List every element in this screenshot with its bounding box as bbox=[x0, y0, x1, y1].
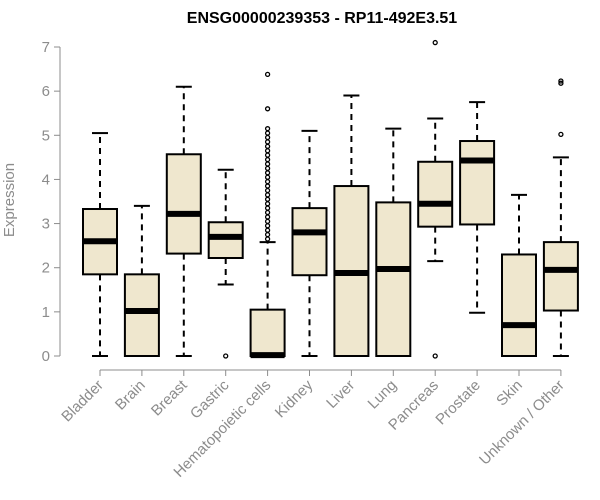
box-gastric bbox=[207, 168, 244, 359]
outlier-point bbox=[264, 201, 271, 207]
outlier-point bbox=[264, 134, 271, 141]
box-hematopoietic-cells bbox=[249, 71, 286, 359]
outlier-point bbox=[264, 161, 271, 167]
outlier-point bbox=[264, 139, 271, 145]
box-prostate bbox=[459, 101, 496, 314]
outlier-point bbox=[264, 187, 271, 194]
chart-title: ENSG00000239353 - RP11-492E3.51 bbox=[187, 10, 458, 27]
x-tick-label: Prostate bbox=[432, 377, 484, 429]
outlier-point bbox=[558, 131, 564, 138]
box-pancreas bbox=[417, 39, 454, 359]
outlier-point bbox=[264, 209, 271, 216]
y-tick-label: 7 bbox=[42, 39, 50, 56]
box-iqr bbox=[249, 308, 286, 357]
outlier-point bbox=[264, 223, 271, 229]
box-iqr bbox=[417, 160, 454, 228]
boxes bbox=[82, 39, 579, 359]
outlier-point bbox=[264, 156, 271, 163]
y-tick-label: 6 bbox=[42, 83, 50, 100]
outlier-point bbox=[264, 174, 271, 180]
outlier-point bbox=[223, 353, 229, 359]
box-kidney bbox=[291, 129, 328, 357]
outlier-point bbox=[264, 178, 271, 185]
y-tick-label: 3 bbox=[42, 216, 50, 233]
outlier-point bbox=[264, 130, 271, 136]
outlier-point bbox=[264, 165, 271, 172]
x-tick-label: Liver bbox=[323, 377, 358, 412]
box-bladder bbox=[82, 132, 118, 357]
box-lung bbox=[375, 127, 412, 357]
x-tick-label: Bladder bbox=[58, 377, 107, 426]
box-iqr bbox=[375, 201, 412, 357]
outlier-point bbox=[264, 170, 271, 176]
x-tick-label: Lung bbox=[365, 377, 401, 413]
outlier-point bbox=[264, 143, 271, 149]
outlier-point bbox=[264, 218, 271, 225]
box-breast bbox=[165, 85, 202, 357]
box-brain bbox=[123, 204, 160, 358]
y-tick-label: 5 bbox=[42, 127, 50, 144]
outlier-point bbox=[432, 353, 438, 359]
outlier-point bbox=[264, 236, 271, 242]
y-tick-label: 2 bbox=[42, 260, 50, 277]
x-tick-label: Breast bbox=[148, 376, 191, 419]
x-tick-label: Brain bbox=[112, 377, 149, 414]
outlier-point bbox=[264, 148, 271, 154]
y-axis-label: Expression bbox=[1, 163, 18, 237]
outlier-point bbox=[432, 39, 438, 46]
outlier-point bbox=[264, 214, 271, 220]
outlier-point bbox=[264, 71, 271, 78]
box-iqr bbox=[207, 221, 244, 260]
box-iqr bbox=[459, 140, 496, 226]
y-axis: 0 1 2 3 4 5 6 7 bbox=[42, 39, 61, 365]
y-tick-label: 1 bbox=[42, 304, 50, 321]
box-unknown-other bbox=[542, 78, 579, 357]
box-iqr bbox=[165, 153, 202, 255]
outlier-point bbox=[264, 231, 271, 238]
outlier-point bbox=[264, 106, 271, 112]
outlier-point bbox=[264, 196, 271, 202]
outlier-point bbox=[558, 78, 564, 84]
box-iqr bbox=[123, 273, 160, 358]
outlier-point bbox=[264, 205, 271, 211]
outlier-point bbox=[264, 227, 271, 233]
box-iqr bbox=[542, 241, 579, 312]
x-tick-label: Kidney bbox=[272, 376, 317, 421]
box-liver bbox=[333, 94, 370, 357]
outlier-point bbox=[264, 192, 271, 198]
box-iqr bbox=[501, 253, 537, 358]
box-skin bbox=[501, 193, 537, 358]
x-tick-label: Skin bbox=[493, 377, 526, 410]
outlier-point bbox=[264, 126, 271, 132]
outlier-point bbox=[558, 80, 564, 86]
outlier-point bbox=[264, 152, 271, 158]
y-tick-label: 4 bbox=[42, 171, 50, 188]
box-iqr bbox=[291, 207, 328, 277]
outlier-point bbox=[264, 183, 271, 189]
y-tick-label: 0 bbox=[42, 348, 50, 365]
